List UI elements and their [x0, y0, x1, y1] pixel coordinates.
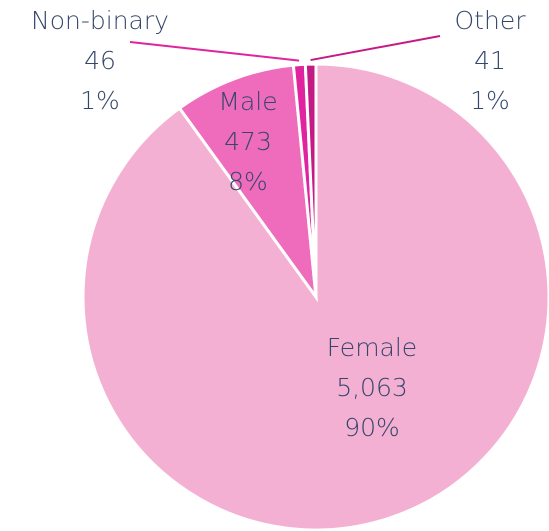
slice-percent: 8%	[228, 167, 268, 196]
leader-line	[129, 41, 300, 62]
slice-percent: 1%	[80, 86, 120, 115]
pie-slice	[303, 62, 318, 298]
slice-value: 5,063	[336, 373, 408, 402]
slice-label: Male	[218, 87, 277, 116]
slice-label: Female	[327, 333, 417, 362]
leader-line	[310, 35, 441, 62]
slice-label: Other	[455, 6, 527, 35]
slice-percent: 1%	[470, 86, 510, 115]
slice-value: 473	[224, 127, 272, 156]
pie-slice	[177, 63, 319, 303]
slice-label: Non-binary	[31, 6, 169, 35]
slice-value: 41	[474, 46, 506, 75]
slice-value: 46	[84, 46, 116, 75]
slice-percent: 90%	[344, 413, 400, 442]
